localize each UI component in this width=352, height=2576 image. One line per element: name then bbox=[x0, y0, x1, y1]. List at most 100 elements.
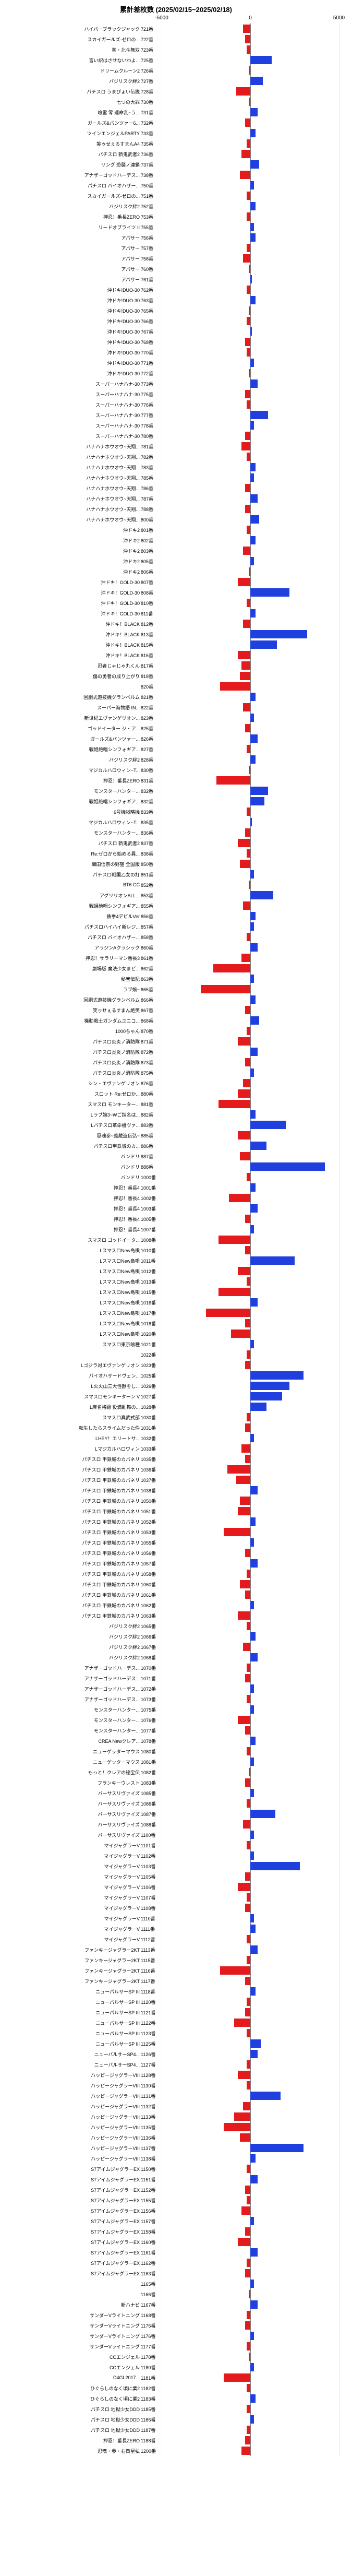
row-label: 沖ドキ!DUO-30 bbox=[0, 307, 140, 314]
bar bbox=[243, 254, 250, 263]
data-row: 押忍！番長41001番 bbox=[0, 1182, 352, 1193]
data-row: バンドリ887番 bbox=[0, 1151, 352, 1161]
row-label: 傷の勇者の成り上がり bbox=[0, 673, 140, 680]
bar bbox=[250, 1632, 256, 1641]
bar-area bbox=[162, 180, 339, 191]
bar-area bbox=[162, 963, 339, 974]
row-number: 775番 bbox=[141, 391, 161, 398]
row-number: 751番 bbox=[141, 193, 161, 199]
row-number: 1082番 bbox=[141, 1769, 161, 1776]
data-row: パチスロ炎炎ノ消防隊871番 bbox=[0, 1036, 352, 1047]
row-number: 771番 bbox=[141, 360, 161, 366]
row-number: 1086番 bbox=[141, 1800, 161, 1807]
data-row: マイジャグラーV1111番 bbox=[0, 1924, 352, 1934]
row-label: 七つの大罪 bbox=[0, 99, 140, 105]
data-row: サンダーVライトニング1168番 bbox=[0, 2310, 352, 2320]
bar-area bbox=[162, 1391, 339, 1402]
bar-area bbox=[162, 1214, 339, 1224]
bar-area bbox=[162, 211, 339, 222]
bar bbox=[201, 985, 250, 993]
bar bbox=[250, 787, 268, 795]
row-number: 822番 bbox=[141, 704, 161, 711]
bar-area bbox=[162, 2341, 339, 2352]
axis-tick-label: 5000 bbox=[333, 15, 345, 21]
data-row: ハナハナホウオウ~天翔...782番 bbox=[0, 452, 352, 462]
bar bbox=[238, 1089, 250, 1098]
bar bbox=[250, 1256, 295, 1265]
row-label: マイジャグラーV bbox=[0, 1853, 140, 1859]
row-label: パチスロ炎炎ノ消防隊 bbox=[0, 1059, 140, 1066]
bar bbox=[250, 1653, 258, 1661]
row-label: Lマジカルハロウィン bbox=[0, 1445, 140, 1452]
row-number: 721番 bbox=[141, 26, 161, 32]
bar bbox=[247, 348, 250, 357]
row-number: 830番 bbox=[141, 767, 161, 774]
row-label: S7アイムジャグラーEX bbox=[0, 2270, 140, 2277]
row-number: 1071番 bbox=[141, 1675, 161, 1682]
bar bbox=[250, 296, 256, 304]
bar-area bbox=[162, 890, 339, 900]
row-number: 1012番 bbox=[141, 1268, 161, 1275]
bar bbox=[245, 1778, 250, 1787]
bar bbox=[229, 1194, 250, 1202]
bar bbox=[250, 2050, 258, 2058]
bar-area bbox=[162, 2038, 339, 2049]
data-row: 沖ドキ2801番 bbox=[0, 525, 352, 535]
bar bbox=[247, 192, 250, 200]
row-label: バンドリ bbox=[0, 1174, 140, 1181]
data-row: スカイガールズ-ゼロの...751番 bbox=[0, 191, 352, 201]
row-label: 沖ドキ2 bbox=[0, 558, 140, 565]
data-row: アバサー756番 bbox=[0, 232, 352, 243]
bar bbox=[245, 35, 250, 43]
row-label: ガールズ&パンツァー6... bbox=[0, 120, 140, 126]
row-label: ニューパルサーSP III bbox=[0, 2040, 140, 2047]
bar bbox=[250, 2363, 254, 2371]
bar bbox=[247, 2060, 250, 2069]
bar-area bbox=[162, 1589, 339, 1600]
row-label: 織田信奈の野望 全国版 bbox=[0, 861, 140, 868]
row-label: ハイパーブラックジャック bbox=[0, 26, 140, 32]
bar bbox=[243, 2102, 250, 2110]
row-number: 1057番 bbox=[141, 1560, 161, 1567]
bar-area bbox=[162, 1924, 339, 1934]
row-number: 831番 bbox=[141, 777, 161, 784]
row-label: ドリームクルーン2 bbox=[0, 67, 140, 74]
bar bbox=[250, 1831, 254, 1839]
bar bbox=[245, 1872, 250, 1881]
row-label: 6号機戦略機 bbox=[0, 809, 140, 815]
row-label: サンダーVライトニング bbox=[0, 2343, 140, 2350]
row-number: 1175番 bbox=[141, 2322, 161, 2329]
row-number: 1177番 bbox=[141, 2343, 161, 2350]
bar bbox=[243, 1643, 250, 1651]
row-label: マジカルハロウィン~T... bbox=[0, 767, 140, 774]
bar-area bbox=[162, 1276, 339, 1287]
row-label: 笑ゥせぇるすまんA4 bbox=[0, 140, 140, 147]
row-label: ファンキージャグラー2KT bbox=[0, 1978, 140, 1985]
row-label: 押忍！サラリーマン番長3 bbox=[0, 955, 140, 961]
bar bbox=[247, 2029, 250, 2037]
bar bbox=[247, 1027, 250, 1035]
data-row: パチスロ炎炎ノ消防隊875番 bbox=[0, 1067, 352, 1078]
bar-area bbox=[162, 2226, 339, 2237]
row-number: 1007番 bbox=[141, 1226, 161, 1233]
row-label: Lパチスロ革命機ヴァ... bbox=[0, 1122, 140, 1129]
row-number: 880番 bbox=[141, 1090, 161, 1097]
bar-area bbox=[162, 1548, 339, 1558]
row-label: ハッピージャグラーVIII bbox=[0, 2114, 140, 2120]
data-row: パチスロ 甲鉄城のカバネリ1037番 bbox=[0, 1475, 352, 1485]
bar-area bbox=[162, 974, 339, 984]
row-label: ニューパルサーSP III bbox=[0, 2009, 140, 2016]
row-number: 813番 bbox=[141, 631, 161, 638]
row-label: 沖ドキ！GOLD-30 bbox=[0, 589, 140, 596]
row-number: 1120番 bbox=[141, 1999, 161, 2005]
bar-area bbox=[162, 295, 339, 305]
bar-area bbox=[162, 608, 339, 619]
bar-area bbox=[162, 525, 339, 535]
bar bbox=[247, 2311, 250, 2319]
data-row: 戦姫絶唱シンフォギア...827番 bbox=[0, 744, 352, 754]
bar bbox=[245, 2269, 250, 2277]
row-number: 1166番 bbox=[141, 2291, 161, 2298]
data-row: ひぐらしのなく頃に業21182番 bbox=[0, 2383, 352, 2393]
bar bbox=[250, 129, 256, 137]
bar bbox=[247, 2196, 250, 2204]
